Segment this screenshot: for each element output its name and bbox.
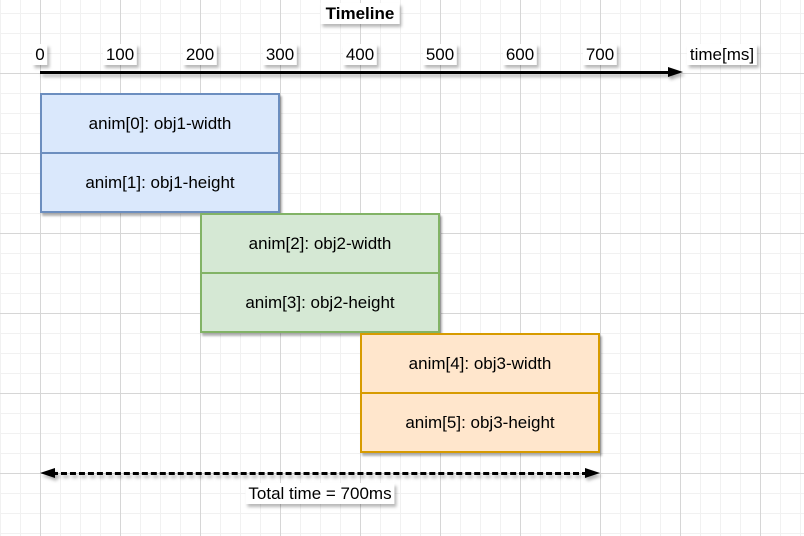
anim-bar: anim[5]: obj3-height xyxy=(362,392,598,451)
anim-group-obj1: anim[0]: obj1-width anim[1]: obj1-height xyxy=(40,93,280,213)
time-axis-line xyxy=(40,71,670,74)
arrowhead-right-icon xyxy=(585,468,600,478)
anim-group-obj2: anim[2]: obj2-width anim[3]: obj2-height xyxy=(200,213,440,333)
anim-bar: anim[4]: obj3-width xyxy=(408,353,552,373)
axis-tick-label: 300 xyxy=(262,44,298,65)
total-time-dashed-line xyxy=(52,472,588,475)
anim-bar: anim[0]: obj1-width xyxy=(88,113,232,133)
axis-tick-label: 400 xyxy=(342,44,378,65)
anim-bar: anim[1]: obj1-height xyxy=(42,152,278,211)
total-time-label: Total time = 700ms xyxy=(245,483,395,504)
anim-bar: anim[2]: obj2-width xyxy=(248,233,392,253)
axis-tick-label: 700 xyxy=(582,44,618,65)
axis-tick-label: 500 xyxy=(422,44,458,65)
arrowhead-right-icon xyxy=(668,67,683,77)
axis-tick-label: 600 xyxy=(502,44,538,65)
anim-bar: anim[3]: obj2-height xyxy=(202,272,438,331)
axis-unit-label: time[ms] xyxy=(686,44,758,65)
arrowhead-left-icon xyxy=(40,468,55,478)
axis-tick-label: 0 xyxy=(32,44,48,65)
axis-tick-label: 100 xyxy=(102,44,138,65)
timeline-title: Timeline xyxy=(320,3,400,24)
axis-tick-label: 200 xyxy=(182,44,218,65)
anim-group-obj3: anim[4]: obj3-width anim[5]: obj3-height xyxy=(360,333,600,453)
total-time-arrow xyxy=(40,466,600,481)
